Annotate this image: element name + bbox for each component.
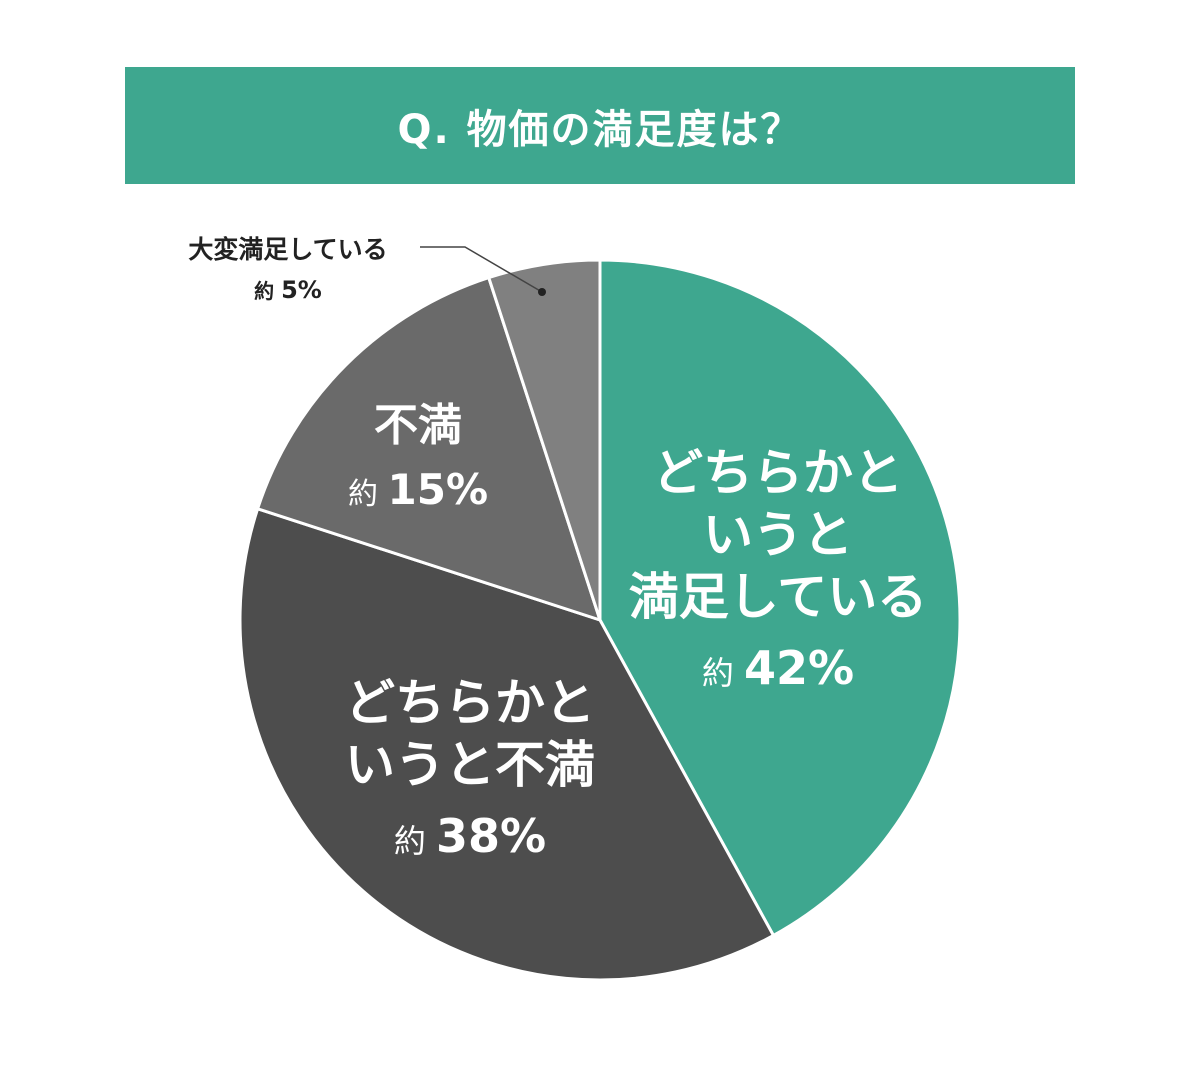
- approx-prefix: 約: [348, 477, 388, 512]
- slice-value-label: 約 42%: [702, 641, 854, 695]
- slice-name-line: どちらかと: [653, 444, 903, 502]
- slice-name-line: いうと不満: [345, 736, 595, 794]
- slice-name-line: 不満: [374, 400, 462, 451]
- pie-slice-2: [238, 506, 776, 982]
- chart-title: Q. 物価の満足度は？: [397, 106, 803, 153]
- slice-percent: 38%: [436, 809, 546, 863]
- slice-name-line: どちらかと: [345, 674, 595, 732]
- callout-line: [420, 246, 543, 293]
- slice-percent: 42%: [744, 641, 854, 695]
- pie-slice-3: [255, 275, 603, 623]
- approx-prefix: 約: [702, 654, 744, 692]
- approx-prefix: 約: [394, 822, 436, 860]
- slice-label-3: 不満約 15%: [348, 400, 488, 514]
- slice-percent: 15%: [388, 465, 489, 514]
- approx-prefix: 約: [254, 279, 281, 303]
- slice-value-label: 約 38%: [394, 809, 546, 863]
- pie-slice-1: [598, 258, 962, 938]
- slice-value-label: 約 5%: [254, 276, 322, 304]
- pie-slice-4: [486, 258, 602, 621]
- slice-name-line: 満足している: [629, 568, 928, 626]
- callout-dot: [538, 288, 546, 296]
- slice-name-line: 大変満足している: [188, 235, 387, 264]
- title-banner: Q. 物価の満足度は？: [125, 67, 1075, 184]
- slice-value-label: 約 15%: [348, 465, 488, 514]
- slice-percent: 5%: [281, 276, 322, 304]
- slice-name-line: いうと: [703, 506, 853, 564]
